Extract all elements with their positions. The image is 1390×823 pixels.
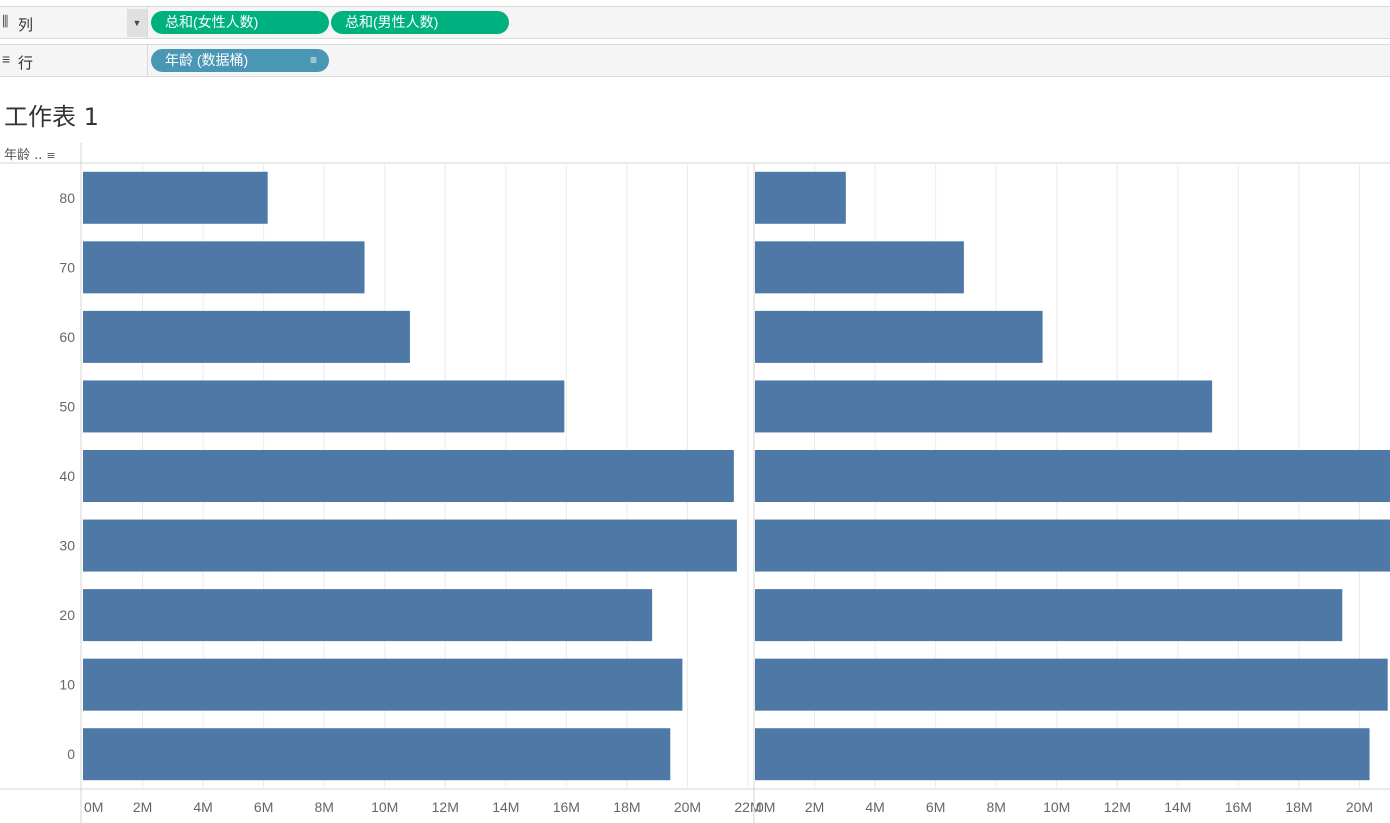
columns-icon: ⫼ bbox=[2, 13, 9, 29]
columns-shelf-label: ⫼ 列 ▼ bbox=[0, 7, 148, 38]
pill-label: 年龄 (数据桶) bbox=[165, 52, 249, 68]
x-tick-label: 14M bbox=[1164, 799, 1191, 815]
y-tick-label: 0 bbox=[67, 746, 75, 762]
bar bbox=[83, 728, 671, 781]
pill-age-bins[interactable]: 年龄 (数据桶) ≡ bbox=[151, 49, 329, 72]
bar bbox=[83, 171, 268, 224]
sheet-title: 工作表 1 bbox=[4, 103, 99, 131]
caret-down-icon[interactable]: ▼ bbox=[127, 9, 147, 37]
x-tick-label: 10M bbox=[1043, 799, 1070, 815]
x-tick-label: 18M bbox=[613, 799, 640, 815]
bar bbox=[755, 589, 1343, 642]
bar bbox=[755, 450, 1390, 502]
y-tick-label: 10 bbox=[59, 677, 75, 693]
x-tick-label: 4M bbox=[865, 799, 884, 815]
bar bbox=[83, 450, 734, 502]
x-tick-label: 2M bbox=[133, 799, 152, 815]
x-tick-label: 4M bbox=[193, 799, 212, 815]
bar bbox=[83, 310, 410, 363]
y-tick-label: 20 bbox=[59, 607, 75, 623]
x-tick-label: 12M bbox=[432, 799, 459, 815]
columns-label: 列 bbox=[18, 17, 34, 34]
y-tick-label: 50 bbox=[59, 398, 75, 414]
x-tick-label: 0M bbox=[756, 799, 775, 815]
x-tick-label: 0M bbox=[84, 799, 103, 815]
x-tick-label: 6M bbox=[254, 799, 273, 815]
x-tick-label: 22M bbox=[734, 799, 761, 815]
row-header-label: 年龄 .. bbox=[4, 148, 43, 163]
rows-icon: ≡ bbox=[2, 51, 11, 67]
rows-shelf-label: ≡ 行 bbox=[0, 45, 148, 76]
x-tick-label: 16M bbox=[1225, 799, 1252, 815]
x-tick-label: 20M bbox=[674, 799, 701, 815]
x-tick-label: 2M bbox=[805, 799, 824, 815]
bar bbox=[755, 171, 846, 224]
bar bbox=[755, 310, 1043, 363]
rows-label: 行 bbox=[18, 55, 34, 72]
pill-male-sum[interactable]: 总和(男性人数) bbox=[331, 11, 509, 34]
rows-shelf: ≡ 行 年龄 (数据桶) ≡ bbox=[0, 44, 1390, 77]
x-tick-label: 14M bbox=[492, 799, 519, 815]
bar bbox=[83, 589, 653, 642]
x-tick-label: 6M bbox=[926, 799, 945, 815]
pill-female-sum[interactable]: 总和(女性人数) bbox=[151, 11, 329, 34]
y-tick-label: 70 bbox=[59, 259, 75, 275]
x-tick-label: 16M bbox=[553, 799, 580, 815]
bar bbox=[83, 658, 683, 711]
pill-label: 总和(男性人数) bbox=[345, 14, 439, 30]
x-tick-label: 12M bbox=[1104, 799, 1131, 815]
bar bbox=[755, 380, 1213, 433]
y-tick-label: 40 bbox=[59, 468, 75, 484]
x-tick-label: 18M bbox=[1285, 799, 1312, 815]
x-tick-label: 8M bbox=[986, 799, 1005, 815]
y-tick-label: 30 bbox=[59, 538, 75, 554]
bar bbox=[83, 519, 737, 572]
y-tick-label: 60 bbox=[59, 329, 75, 345]
bar bbox=[83, 380, 565, 433]
sort-descending-icon[interactable]: ≡ bbox=[46, 149, 56, 162]
sort-descending-icon[interactable]: ≡ bbox=[309, 53, 317, 67]
pill-label: 总和(女性人数) bbox=[165, 14, 259, 30]
x-tick-label: 8M bbox=[314, 799, 333, 815]
bar bbox=[755, 658, 1388, 711]
x-tick-label: 10M bbox=[371, 799, 398, 815]
bar bbox=[755, 519, 1390, 572]
y-tick-label: 80 bbox=[59, 190, 75, 206]
x-tick-label: 20M bbox=[1346, 799, 1373, 815]
bar bbox=[83, 241, 365, 294]
bar bbox=[755, 728, 1370, 781]
columns-shelf: ⫼ 列 ▼ 总和(女性人数) 总和(男性人数) bbox=[0, 6, 1390, 39]
row-header[interactable]: 年龄 .. ≡ bbox=[4, 144, 56, 163]
bar bbox=[755, 241, 964, 294]
